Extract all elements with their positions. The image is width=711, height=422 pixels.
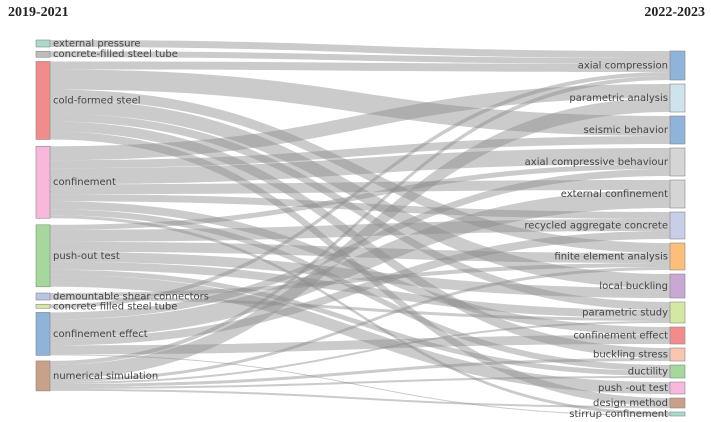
right-node: [669, 83, 686, 113]
flow: [50, 148, 670, 185]
flow: [50, 40, 670, 58]
right-node-label: seismic behavior: [584, 125, 669, 136]
left-node: [35, 224, 51, 288]
right-node-label: axial compressive behaviour: [525, 157, 669, 168]
right-node: [669, 50, 686, 81]
flow: [50, 241, 670, 263]
flow: [50, 89, 670, 253]
right-node: [669, 242, 686, 271]
flow: [50, 261, 670, 318]
right-node-label: finite element analysis: [554, 252, 668, 263]
right-node: [669, 179, 686, 209]
flow: [50, 388, 670, 408]
right-node: [669, 147, 686, 177]
flow: [50, 358, 670, 387]
flow: [50, 251, 670, 298]
left-node-label: confinement effect: [53, 329, 148, 340]
flow: [50, 321, 670, 384]
right-node: [669, 364, 686, 379]
flow: [50, 190, 670, 338]
flow: [50, 169, 670, 320]
right-node: [669, 326, 686, 345]
left-node: [35, 360, 51, 392]
links: [50, 40, 670, 416]
right-node-label: push -out test: [598, 383, 668, 394]
flow: [50, 99, 670, 288]
right-node: [669, 211, 686, 240]
right-node-label: parametric analysis: [569, 93, 668, 104]
right-node: [669, 273, 686, 299]
left-node: [35, 39, 51, 48]
right-node-label: buckling stress: [593, 350, 668, 361]
left-node-label: demountable shear connectors: [53, 292, 209, 303]
left-node: [35, 303, 51, 309]
flow: [50, 376, 670, 389]
left-node-label: concrete filled steel tube: [53, 301, 177, 312]
left-node-label: push-out test: [53, 251, 120, 262]
flow: [50, 297, 670, 321]
flow: [50, 354, 670, 416]
left-node-label: concrete-filled steel tube: [53, 49, 178, 60]
flow: [50, 61, 670, 72]
right-node-label: design method: [593, 398, 668, 409]
right-node-label: local buckling: [599, 281, 668, 292]
right-column-title: 2022-2023: [644, 5, 705, 20]
flow: [50, 121, 670, 358]
flow: [50, 215, 670, 415]
flow: [50, 180, 670, 195]
flow: [50, 194, 670, 219]
flow: [50, 113, 670, 310]
right-node: [669, 347, 686, 362]
right-node: [669, 301, 686, 324]
flow: [50, 209, 670, 371]
flow: [50, 335, 670, 355]
left-column-title: 2019-2021: [8, 5, 69, 20]
flow: [50, 164, 670, 230]
flow: [50, 69, 670, 136]
flow: [50, 267, 670, 382]
right-node-label: stirrup confinement: [569, 409, 668, 420]
left-node: [35, 145, 51, 219]
right-node-label: external confinement: [561, 189, 668, 200]
left-node-label: external pressure: [53, 39, 141, 50]
left-node-label: numerical simulation: [53, 371, 158, 382]
flow: [50, 263, 670, 298]
flow: [50, 274, 670, 394]
flow: [50, 201, 670, 335]
flow: [50, 98, 670, 379]
right-node: [669, 411, 686, 417]
left-node-label: cold-formed steel: [53, 95, 141, 106]
right-node: [669, 115, 686, 145]
flow: [50, 136, 670, 169]
right-node-label: axial compression: [578, 61, 668, 72]
right-node: [669, 397, 686, 409]
flow: [50, 76, 670, 365]
left-node-label: confinement: [53, 177, 116, 188]
flow: [50, 219, 670, 242]
right-node-label: parametric study: [582, 308, 668, 319]
flow: [50, 131, 670, 407]
right-node-label: recycled aggregate concrete: [524, 221, 668, 232]
flow: [50, 231, 670, 346]
flow: [50, 84, 670, 161]
left-node: [35, 61, 51, 140]
left-node: [35, 292, 51, 301]
flow: [50, 72, 670, 309]
right-node-label: confinement effect: [573, 331, 668, 342]
flow: [50, 51, 670, 64]
right-node-label: ductility: [628, 367, 668, 378]
left-node: [35, 50, 51, 58]
left-node: [35, 312, 51, 356]
right-node: [669, 381, 686, 395]
flow: [50, 269, 670, 376]
